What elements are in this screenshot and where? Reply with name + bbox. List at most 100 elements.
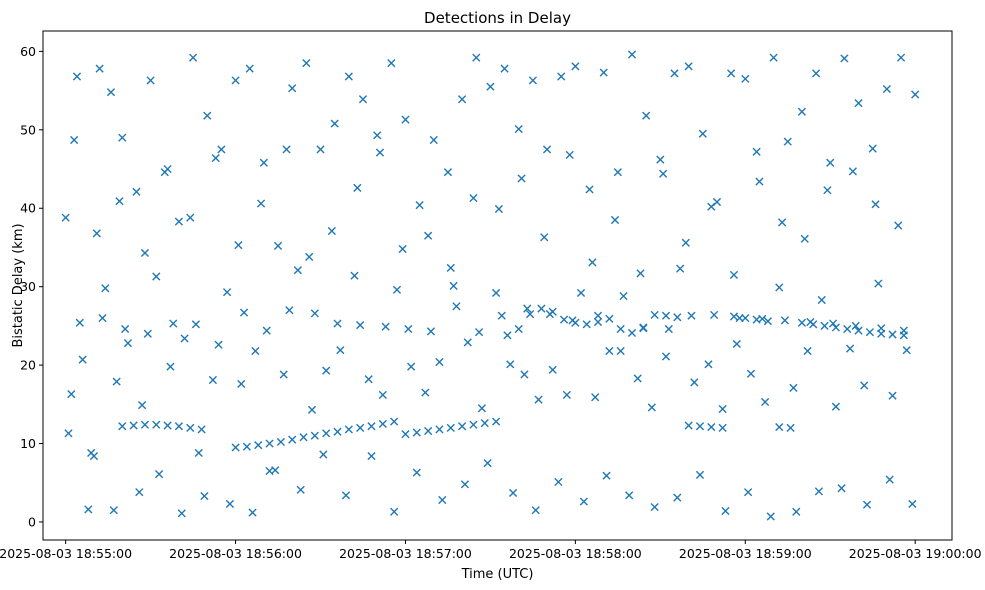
data-point: [865, 328, 874, 337]
data-point: [279, 370, 288, 379]
data-point: [254, 441, 263, 450]
data-point: [763, 317, 773, 326]
data-point: [650, 502, 659, 512]
data-point: [542, 145, 552, 154]
data-point: [627, 328, 637, 338]
x-axis-label: Time (UTC): [461, 567, 534, 582]
data-point: [375, 148, 385, 157]
data-point: [854, 326, 863, 335]
data-point: [356, 423, 365, 432]
data-point: [585, 185, 594, 194]
data-point: [426, 327, 436, 336]
data-point: [508, 488, 518, 498]
data-point: [823, 186, 832, 195]
data-point: [169, 319, 178, 328]
x-axis: 2025-08-03 18:55:00 2025-08-03 18:56:00 20…: [0, 540, 982, 561]
data-point: [293, 266, 302, 275]
data-point: [695, 470, 705, 479]
data-point: [276, 437, 285, 447]
data-point: [237, 379, 246, 389]
data-point: [789, 383, 798, 392]
data-point: [333, 427, 342, 436]
data-point: [729, 312, 739, 321]
data-point: [381, 322, 390, 331]
data-point: [809, 320, 818, 329]
data-point: [525, 310, 535, 319]
data-point: [605, 346, 614, 356]
y-tick-label: 30: [20, 279, 36, 294]
data-point: [84, 505, 93, 514]
data-point: [761, 397, 770, 407]
data-point: [517, 174, 526, 183]
data-point: [894, 221, 903, 230]
data-point: [98, 313, 107, 323]
data-point: [647, 403, 656, 412]
data-point: [783, 137, 792, 146]
y-axis: 0 10 20 30 40 50 60: [20, 44, 43, 529]
data-point: [729, 270, 739, 280]
data-point: [138, 401, 147, 410]
data-point: [174, 422, 184, 431]
data-point: [460, 480, 470, 489]
data-point: [95, 64, 104, 73]
data-point: [537, 304, 546, 313]
data-point: [378, 419, 387, 429]
data-point: [344, 72, 353, 81]
data-point: [356, 321, 365, 330]
data-point: [718, 423, 727, 432]
data-point: [571, 62, 580, 71]
data-point: [571, 318, 580, 327]
data-point: [256, 199, 266, 208]
data-point: [146, 76, 155, 85]
data-point: [401, 115, 410, 124]
data-point: [259, 158, 268, 167]
data-point: [888, 391, 897, 400]
data-point: [565, 150, 574, 160]
data-point: [633, 374, 642, 383]
data-point: [491, 417, 501, 426]
data-point: [854, 99, 863, 108]
y-axis-label: Bistatic Delay (km): [11, 223, 26, 347]
data-point: [548, 365, 557, 374]
data-point: [231, 443, 240, 452]
data-point: [458, 422, 467, 431]
data-point: [786, 423, 795, 432]
data-point: [707, 202, 716, 211]
data-point: [180, 334, 189, 343]
data-point: [548, 307, 557, 316]
data-point: [831, 402, 840, 411]
data-point: [503, 331, 512, 340]
data-point: [378, 390, 387, 400]
data-point: [404, 324, 413, 334]
data-point: [840, 54, 849, 63]
data-point: [177, 509, 186, 518]
data-point: [534, 395, 543, 404]
data-point: [208, 375, 218, 385]
data-point: [70, 135, 79, 145]
data-point: [469, 420, 478, 429]
data-point: [429, 135, 438, 145]
data-point: [752, 147, 761, 156]
data-point: [661, 311, 671, 320]
data-point: [463, 338, 472, 347]
data-point: [851, 321, 860, 330]
data-point: [690, 378, 699, 387]
data-point: [307, 405, 317, 414]
data-point: [194, 448, 203, 458]
data-point: [684, 62, 693, 71]
data-point: [670, 69, 679, 78]
data-point: [121, 324, 130, 334]
data-point: [67, 390, 76, 399]
data-point: [605, 314, 614, 323]
data-point: [769, 53, 778, 62]
data-point: [285, 306, 294, 315]
data-point: [559, 315, 569, 324]
data-point: [695, 422, 705, 431]
data-point: [398, 244, 407, 254]
data-point: [642, 111, 651, 120]
data-point: [188, 53, 198, 62]
data-point: [911, 90, 920, 99]
data-point: [755, 177, 764, 186]
data-point: [520, 370, 529, 379]
data-point: [727, 69, 736, 78]
